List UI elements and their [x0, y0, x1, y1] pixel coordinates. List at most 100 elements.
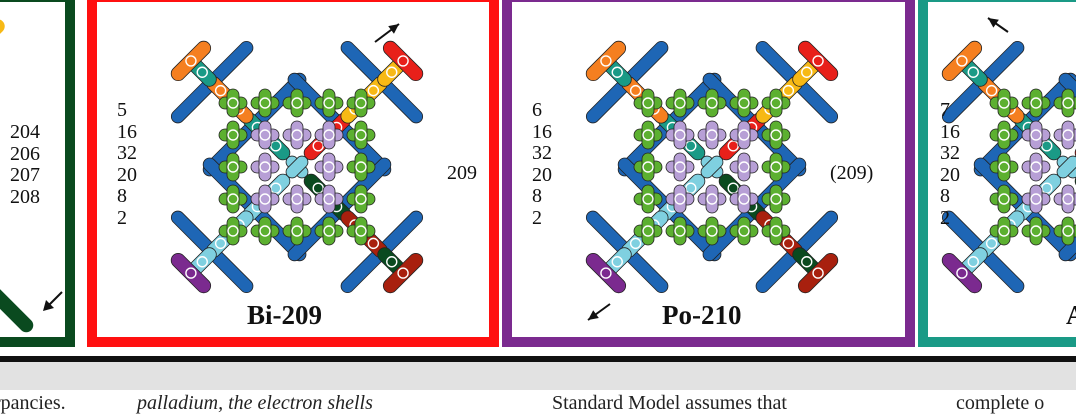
outer-cross-bar — [170, 252, 212, 294]
nucleon-marker — [291, 97, 303, 109]
shell-count: 2 — [532, 206, 542, 229]
shell-count: 32 — [940, 142, 960, 164]
nucleon-marker — [386, 66, 398, 78]
nucleon-marker — [259, 225, 271, 237]
panel-astatine: 7 16 32 20 8 2 A — [918, 0, 1076, 347]
nucleon-marker — [1030, 193, 1042, 205]
nucleon-bar — [705, 88, 719, 118]
nucleon-marker — [367, 84, 380, 97]
nucleon-bar — [997, 184, 1011, 214]
nucleon-bar — [258, 88, 272, 118]
nucleon-bar — [354, 184, 368, 214]
nucleon-marker — [600, 267, 612, 279]
nucleon-marker — [727, 182, 739, 194]
nucleon-bar — [354, 88, 368, 118]
nucleon-bar — [1029, 120, 1043, 150]
nucleon-marker — [196, 256, 208, 268]
arrow-head-icon — [388, 24, 399, 34]
outer-cross-bar — [585, 40, 627, 82]
nucleon-marker — [727, 140, 739, 152]
nucleon-marker — [674, 225, 686, 237]
nucleon-bar — [705, 120, 719, 150]
mass-number: 204 — [10, 121, 40, 143]
core-bar — [285, 155, 309, 179]
shell-count: 16 — [117, 120, 137, 143]
nucleon-marker — [642, 225, 654, 237]
nucleon-bar — [737, 216, 751, 246]
panel-bismuth-209: 5 16 32 20 8 2 209 Bi-209 — [87, 0, 499, 347]
nucleon-marker — [1041, 182, 1053, 194]
nucleon-marker — [642, 161, 654, 173]
shell-count: 20 — [117, 163, 137, 186]
mass-number-list: 204 206 207 208 — [10, 121, 40, 208]
panel-title: Bi-209 — [247, 300, 323, 330]
nucleon-marker — [998, 129, 1010, 141]
nucleon-marker — [397, 267, 409, 279]
nucleon-bar — [673, 120, 687, 150]
nucleon-bar — [290, 88, 304, 118]
nucleon-marker — [270, 140, 282, 152]
nucleon-marker — [355, 193, 367, 205]
nucleon-marker — [259, 97, 271, 109]
nucleon-marker — [738, 161, 750, 173]
nucleon-marker — [782, 84, 795, 97]
nucleon-marker — [706, 193, 718, 205]
nucleon-bar — [1061, 88, 1075, 118]
nucleon-marker — [227, 225, 239, 237]
nucleon-marker — [312, 140, 324, 152]
nucleon-marker — [386, 256, 398, 268]
nucleon-bar — [258, 120, 272, 150]
nucleon-marker — [214, 237, 227, 250]
nucleon-bar — [226, 88, 240, 118]
nucleon-marker — [674, 97, 686, 109]
nucleon-bar — [290, 120, 304, 150]
nucleon-marker — [770, 225, 782, 237]
nucleon-marker — [674, 129, 686, 141]
shell-count-list: 6 16 32 20 8 2 — [532, 99, 552, 229]
body-text-row: rpancies. palladium, the electron shells… — [0, 392, 1076, 417]
panel-title: Po-210 — [662, 300, 742, 330]
nucleon-bar — [1061, 120, 1075, 150]
nucleon-marker — [706, 129, 718, 141]
nucleon-marker — [355, 225, 367, 237]
nucleon-marker — [323, 97, 335, 109]
nucleon-marker — [998, 193, 1010, 205]
nucleon-marker — [998, 97, 1010, 109]
shell-count: 16 — [940, 120, 960, 143]
partial-nucleus-diagram — [0, 19, 63, 333]
nucleon-bar — [997, 152, 1011, 182]
nucleon-marker — [291, 129, 303, 141]
nucleon-marker — [355, 161, 367, 173]
nucleon-marker — [1030, 97, 1042, 109]
nucleon-marker — [367, 237, 380, 250]
core-bar — [1056, 155, 1076, 179]
mass-number: 208 — [10, 185, 40, 208]
nucleon-marker — [706, 97, 718, 109]
nucleon-marker — [642, 97, 654, 109]
panel-polonium-210: 6 16 32 20 8 2 (209) Po-210 — [502, 0, 915, 347]
arrow-head-icon — [988, 18, 999, 28]
mass-number: 206 — [10, 142, 40, 165]
nucleon-bar — [354, 120, 368, 150]
nucleon-marker — [323, 129, 335, 141]
nucleon-bar — [322, 120, 336, 150]
nucleon-marker — [1062, 225, 1074, 237]
text-column: rpancies. — [0, 392, 66, 414]
nucleon-bar — [641, 216, 655, 246]
nucleon-marker — [738, 97, 750, 109]
nucleon-bar — [737, 88, 751, 118]
panel-lead-isotopes: 204 206 207 208 — [0, 0, 75, 347]
nucleon-marker — [738, 225, 750, 237]
shell-count: 32 — [532, 142, 552, 164]
nucleon-bar — [258, 152, 272, 182]
nucleon-marker — [738, 129, 750, 141]
shell-count: 5 — [117, 99, 127, 121]
nucleon-bar — [226, 152, 240, 182]
outer-cross-bar — [382, 40, 424, 82]
nucleon-marker — [270, 182, 282, 194]
nucleon-marker — [956, 55, 968, 67]
arrow-head-icon — [588, 310, 599, 320]
dark-green-bar — [0, 285, 34, 333]
nucleon-bar — [737, 152, 751, 182]
nucleon-marker — [998, 225, 1010, 237]
